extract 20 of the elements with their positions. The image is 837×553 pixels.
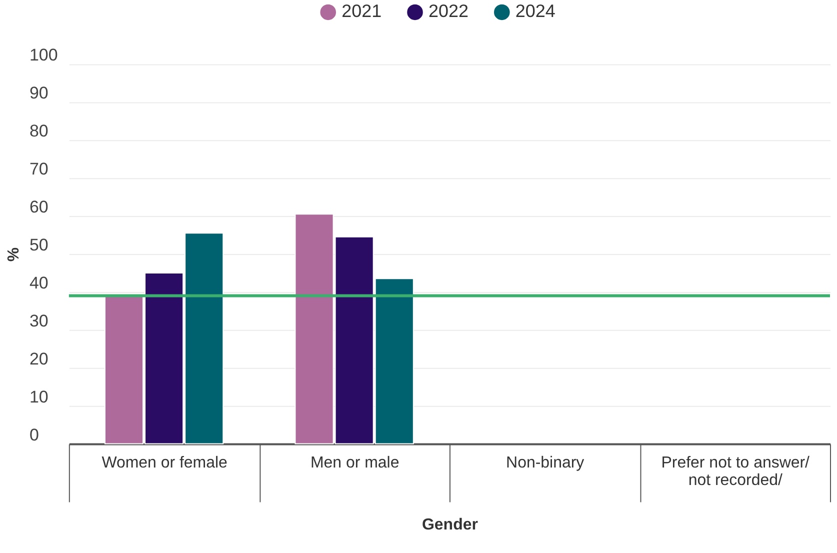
x-tick-label: Non-binary (506, 454, 584, 472)
y-tick-label: 10 (29, 387, 48, 406)
y-tick-label: 50 (29, 236, 48, 255)
y-tick-label: 0 (29, 425, 39, 444)
y-tick-label: 100 (29, 46, 58, 65)
x-axis-title: Gender (422, 516, 478, 534)
legend-label: 2021 (342, 1, 382, 22)
y-tick-label: 40 (29, 273, 48, 292)
y-tick-label: 20 (29, 349, 48, 368)
y-tick-label: 80 (29, 122, 48, 141)
y-tick-label: 30 (29, 311, 48, 330)
legend-label: 2022 (428, 1, 468, 22)
y-tick-label: 90 (29, 84, 48, 103)
y-axis-title: % (5, 247, 22, 262)
legend-label: 2024 (515, 1, 556, 22)
x-tick-label: Women or female (102, 454, 228, 472)
x-tick-label: Prefer not to answer/ not recorded/ (661, 454, 810, 490)
y-tick-label: 70 (29, 160, 48, 179)
x-tick-label: Men or male (310, 454, 400, 472)
y-tick-label: 60 (29, 198, 48, 217)
